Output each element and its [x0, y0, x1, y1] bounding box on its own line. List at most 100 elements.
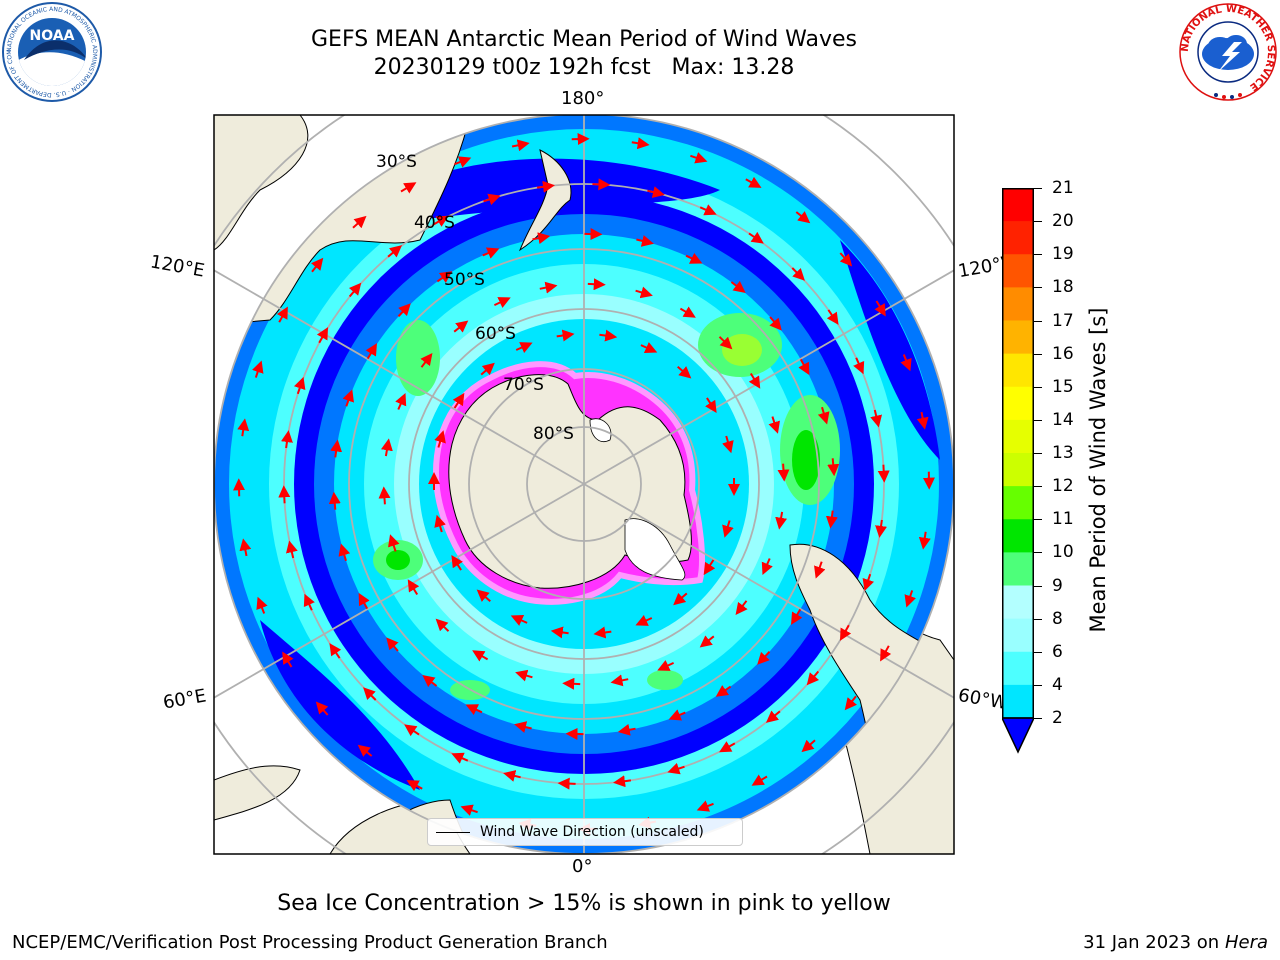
colorbar-tick-mark [1034, 618, 1042, 620]
wind-wave-arrow [696, 800, 714, 812]
wind-wave-arrow [294, 376, 306, 395]
colorbar-segment [1002, 552, 1034, 586]
wind-wave-arrow [679, 306, 696, 318]
wind-wave-arrow [276, 306, 288, 323]
wind-wave-arrow [718, 336, 733, 350]
wind-wave-arrow [668, 709, 686, 721]
wind-wave-arrow [918, 531, 931, 550]
wind-wave-arrow [515, 342, 533, 354]
wind-wave-arrow [900, 354, 912, 372]
wind-wave-arrow [735, 600, 748, 616]
colorbar-tick-mark [1034, 486, 1042, 488]
wind-wave-arrow [635, 614, 653, 626]
colorbar-tick-label: 16 [1052, 343, 1074, 364]
wind-wave-arrow [722, 435, 734, 454]
title-line-1: GEFS MEAN Antarctic Mean Period of Wind … [311, 27, 857, 52]
lat-label-30s: 30°S [376, 152, 417, 172]
wind-wave-arrow [330, 439, 343, 458]
colorbar-segment [1002, 585, 1034, 620]
wind-wave-arrow [599, 329, 618, 342]
colorbar-tick-mark [1034, 320, 1042, 322]
wind-wave-arrow [365, 343, 377, 360]
wind-wave-arrow [550, 626, 569, 639]
colorbar-tick-mark [1034, 221, 1042, 223]
colorbar-label: Mean Period of Wind Waves [s] [1086, 307, 1110, 633]
colorbar-tick-mark [1034, 386, 1042, 388]
colorbar-tick-mark [1034, 453, 1042, 454]
wind-wave-arrow [699, 635, 715, 648]
wind-wave-arrow [617, 723, 636, 736]
wind-wave-arrow [825, 510, 838, 529]
colorbar-tick-label: 9 [1052, 575, 1063, 596]
wind-wave-arrow [730, 280, 746, 293]
footer-date: 31 Jan 2023 on Hera [1083, 932, 1268, 953]
wind-wave-arrow [844, 695, 857, 711]
colorbar-tick-label: 4 [1052, 674, 1063, 695]
wind-wave-arrow [777, 463, 790, 482]
colorbar-tick-mark [1034, 287, 1042, 289]
wind-wave-arrow [480, 362, 495, 376]
wind-wave-arrow [593, 626, 612, 639]
colorbar-tick-mark [1034, 552, 1042, 554]
wind-wave-arrow [407, 579, 420, 596]
wind-wave-arrow [434, 514, 446, 533]
wind-wave-arrow [256, 596, 268, 614]
colorbar-tick-mark [1034, 353, 1042, 355]
wind-wave-arrow [281, 430, 293, 449]
colorbar-tick-label: 10 [1052, 542, 1074, 563]
wind-wave-arrow [610, 674, 629, 687]
wind-wave-arrow [316, 327, 329, 344]
colorbar-tick-label: 20 [1052, 211, 1074, 232]
colorbar-tick-label: 15 [1052, 376, 1074, 397]
wind-wave-arrow [387, 245, 403, 258]
wind-wave-arrow [515, 669, 533, 682]
colorbar-segment [1002, 320, 1034, 355]
wind-wave-arrow [311, 257, 324, 273]
colorbar-tick-label: 2 [1052, 708, 1063, 728]
wind-wave-arrows [233, 133, 935, 835]
wind-wave-arrow [673, 592, 688, 606]
wind-wave-arrow [380, 438, 393, 457]
wind-wave-arrow [239, 538, 252, 557]
wind-wave-arrow [853, 357, 865, 375]
noaa-text: NOAA [30, 28, 75, 44]
wind-wave-arrow [395, 393, 407, 410]
wind-wave-arrow [587, 278, 606, 291]
colorbar-tick-mark [1034, 585, 1042, 587]
colorbar-segment [1002, 353, 1034, 388]
wind-wave-arrow [839, 252, 853, 267]
graticule [214, 115, 954, 854]
wind-wave-arrow [451, 752, 469, 764]
wind-wave-arrow [877, 464, 890, 483]
wind-wave-arrow [690, 152, 708, 164]
nws-logo-icon: NATIONAL WEATHER SERVICE [1179, 3, 1277, 101]
colorbar-tick-mark [1034, 651, 1042, 653]
colorbar-tick-label: 21 [1052, 178, 1074, 198]
wind-wave-arrow [677, 365, 692, 379]
wind-wave-arrow [252, 360, 264, 378]
wind-wave-arrow [404, 724, 420, 737]
wind-wave-arrow [454, 156, 472, 168]
wind-wave-arrow [745, 176, 762, 188]
wind-wave-arrow [532, 232, 551, 245]
map-frame [213, 114, 955, 855]
wind-wave-arrow [465, 704, 483, 716]
wind-wave-arrow [791, 267, 805, 281]
lon-label-0: 0° [572, 856, 593, 877]
wind-wave-arrow [562, 677, 581, 690]
colorbar-segment [1002, 287, 1034, 321]
wind-wave-arrow [435, 618, 450, 632]
colorbar-tick-mark [1034, 254, 1042, 256]
wind-wave-arrow [482, 247, 500, 259]
lat-label-80s: 80°S [533, 424, 574, 444]
wind-wave-arrow [286, 540, 298, 559]
noaa-logo-icon: NATIONAL OCEANIC AND ATMOSPHERIC ADMINIS… [2, 2, 102, 102]
colorbar-tick-mark [1034, 718, 1042, 719]
colorbar-tick-label: 14 [1052, 409, 1074, 430]
wind-wave-arrow [363, 687, 377, 701]
colorbar-tick-mark [1034, 419, 1042, 421]
wind-wave-arrow [757, 651, 771, 665]
colorbar-tick-mark [1034, 684, 1042, 686]
wind-wave-arrow [640, 342, 658, 354]
footer-branch: NCEP/EMC/Verification Post Processing Pr… [12, 932, 608, 953]
